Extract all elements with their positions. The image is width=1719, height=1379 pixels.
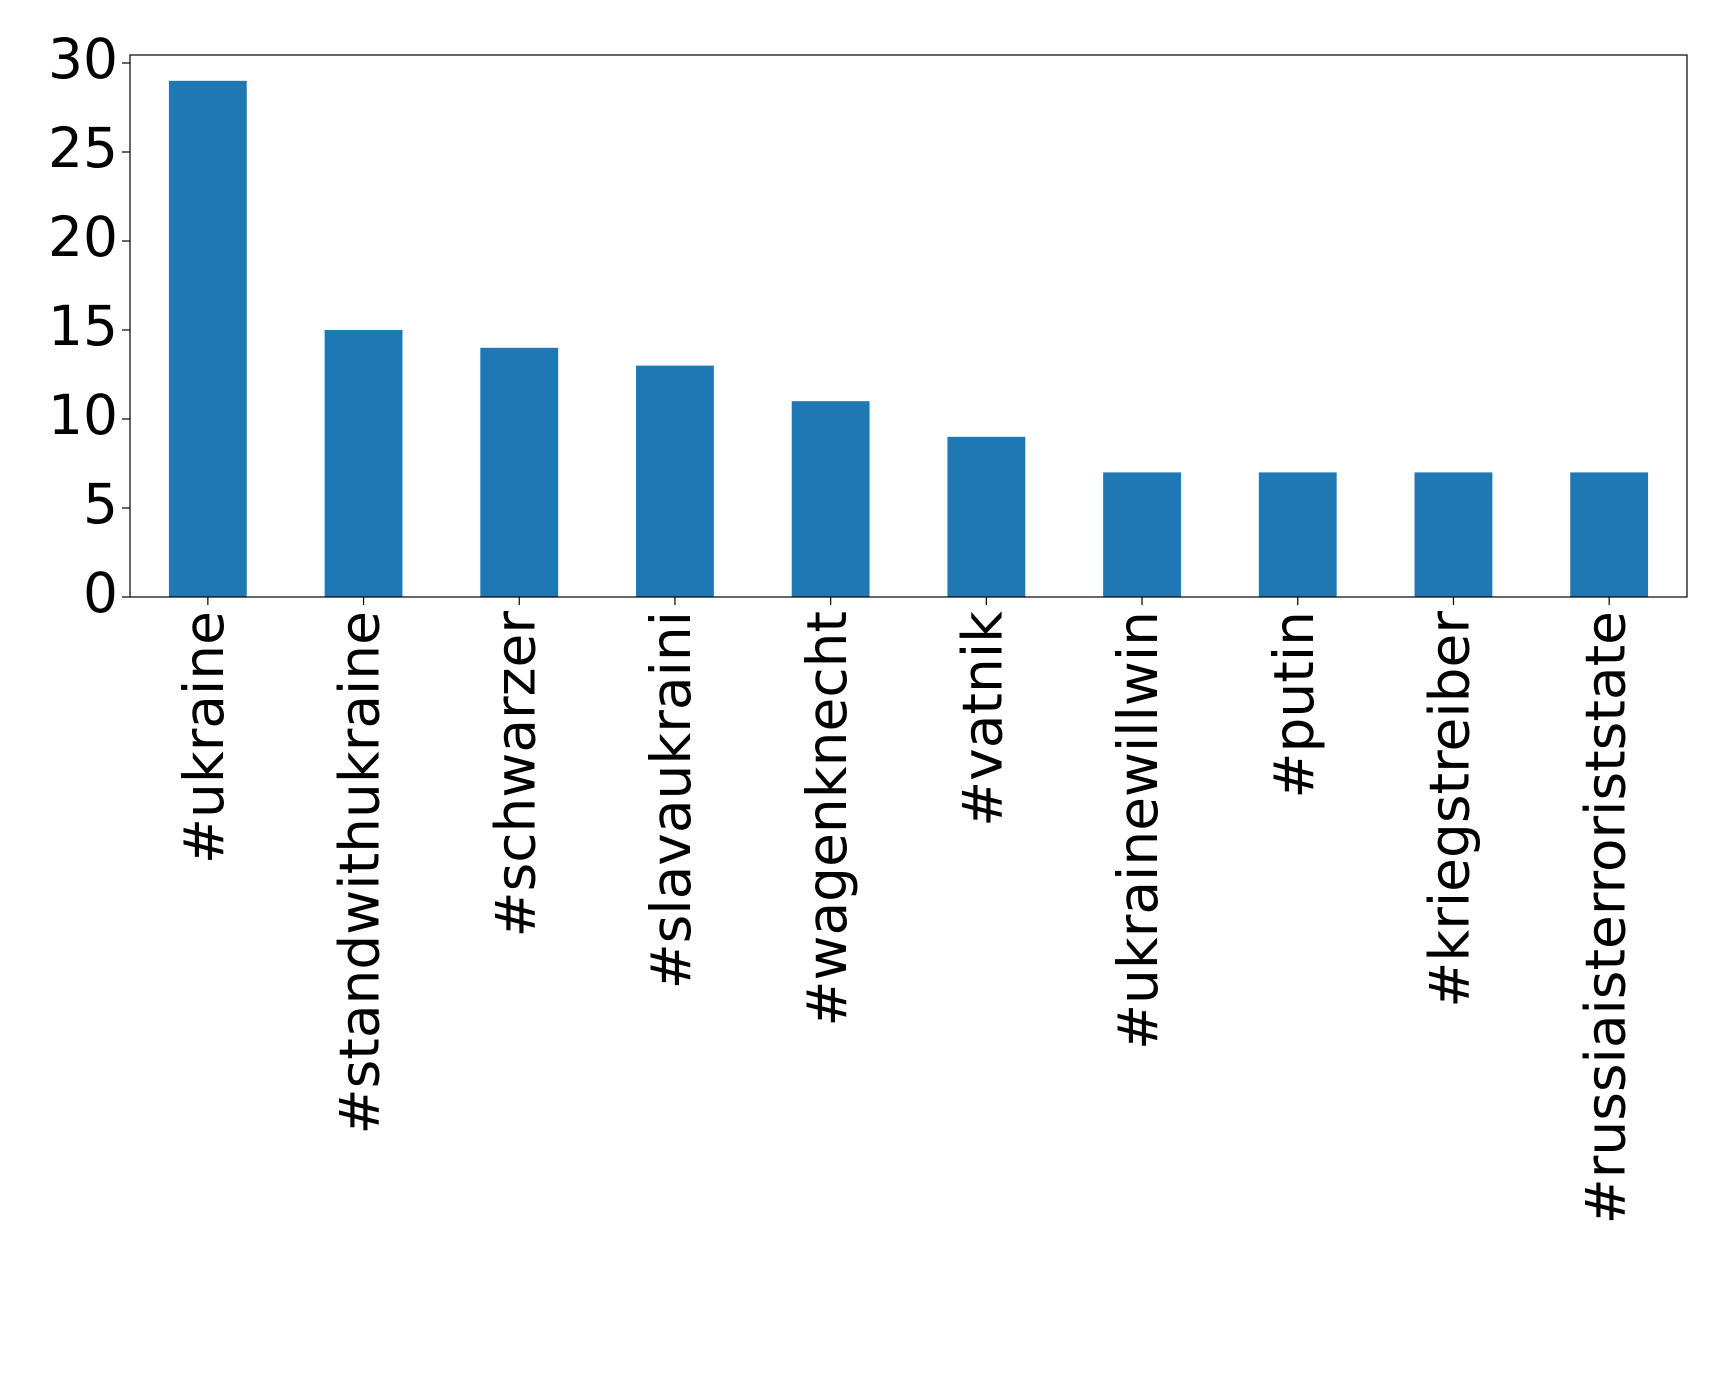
plot-frame: [129, 54, 1688, 598]
bar: [1414, 472, 1493, 597]
x-tick-label: #vatnik: [950, 611, 1014, 827]
bar: [1258, 472, 1337, 597]
y-tick-label: 20: [48, 205, 118, 269]
bar: [1103, 472, 1181, 597]
bar: [168, 80, 247, 598]
x-tick-label: #putin: [1262, 611, 1326, 799]
x-tick-label: #ukraine: [172, 611, 236, 864]
x-tick-label: #russiaisterroriststate: [1573, 611, 1637, 1224]
y-tick-label: 5: [83, 472, 118, 536]
x-tick-label: #wagenknecht: [795, 611, 859, 1027]
bar: [947, 436, 1026, 597]
bar: [480, 347, 559, 597]
x-tick-label: #slavaukraini: [639, 611, 703, 989]
y-tick-label: 25: [48, 116, 118, 180]
bar: [636, 365, 714, 597]
bar: [324, 330, 403, 597]
x-tick-label: #kriegstreiber: [1418, 611, 1482, 1008]
y-tick-label: 30: [48, 27, 118, 91]
y-tick-label: 10: [48, 383, 118, 447]
x-tick-label: #standwithukraine: [328, 611, 392, 1134]
bar: [791, 401, 870, 597]
x-tick-label: #schwarzer: [483, 611, 547, 938]
y-tick-label: 0: [83, 561, 118, 625]
x-tick-label: #ukrainewillwin: [1106, 611, 1170, 1050]
y-tick-label: 15: [48, 294, 118, 358]
bar: [1570, 472, 1649, 597]
